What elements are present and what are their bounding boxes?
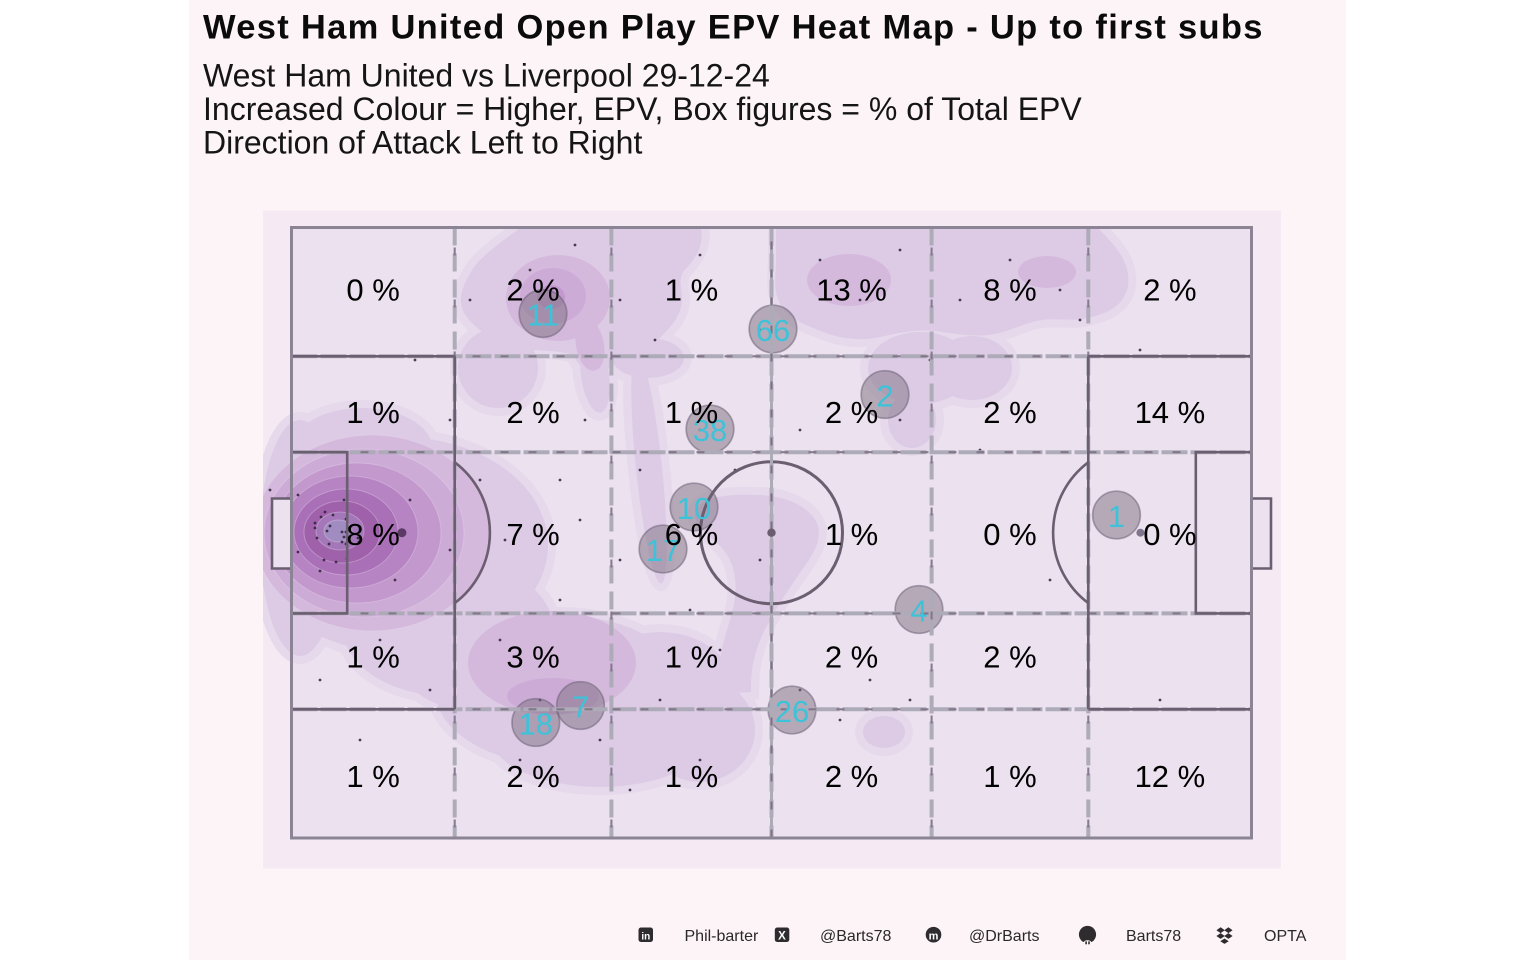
svg-text:1 %: 1 % [983, 759, 1036, 794]
svg-text:OPTA: OPTA [1264, 928, 1307, 945]
svg-text:2 %: 2 % [825, 640, 878, 675]
svg-text:13 %: 13 % [816, 273, 887, 308]
svg-text:1 %: 1 % [825, 517, 878, 552]
svg-text:2 %: 2 % [506, 273, 559, 308]
svg-text:14 %: 14 % [1135, 395, 1206, 430]
svg-text:7: 7 [572, 690, 589, 725]
svg-text:7 %: 7 % [506, 517, 559, 552]
svg-text:2: 2 [876, 379, 893, 414]
svg-text:38: 38 [693, 413, 727, 448]
svg-text:8 %: 8 % [983, 273, 1036, 308]
svg-text:0 %: 0 % [346, 273, 399, 308]
svg-text:1 %: 1 % [665, 395, 718, 430]
svg-text:12 %: 12 % [1135, 759, 1206, 794]
svg-text:1 %: 1 % [665, 640, 718, 675]
svg-text:11: 11 [527, 298, 559, 333]
svg-text:1: 1 [1108, 499, 1125, 534]
svg-text:2 %: 2 % [983, 640, 1036, 675]
svg-text:X: X [778, 930, 786, 942]
svg-text:2 %: 2 % [825, 395, 878, 430]
svg-text:0 %: 0 % [1143, 517, 1196, 552]
svg-text:1 %: 1 % [665, 759, 718, 794]
svg-text:2 %: 2 % [825, 759, 878, 794]
svg-text:@Barts78: @Barts78 [820, 928, 891, 945]
svg-text:1 %: 1 % [665, 273, 718, 308]
svg-text:Phil-barter: Phil-barter [685, 928, 759, 945]
svg-text:2 %: 2 % [506, 395, 559, 430]
svg-text:18: 18 [519, 707, 553, 742]
svg-text:26: 26 [775, 694, 809, 729]
svg-text:2 %: 2 % [983, 395, 1036, 430]
svg-text:m: m [929, 930, 939, 942]
svg-text:2 %: 2 % [1143, 273, 1196, 308]
svg-text:1 %: 1 % [346, 640, 399, 675]
svg-text:Increased Colour = Higher, EPV: Increased Colour = Higher, EPV, Box figu… [203, 91, 1082, 127]
svg-text:8 %: 8 % [346, 517, 399, 552]
svg-text:1 %: 1 % [346, 759, 399, 794]
svg-text:10: 10 [677, 491, 711, 526]
svg-text:4: 4 [910, 594, 927, 629]
svg-text:0 %: 0 % [983, 517, 1036, 552]
svg-text:Barts78: Barts78 [1126, 928, 1181, 945]
svg-text:2 %: 2 % [506, 759, 559, 794]
svg-text:3 %: 3 % [506, 640, 559, 675]
svg-text:66: 66 [756, 313, 790, 348]
svg-text:West Ham United vs Liverpool 2: West Ham United vs Liverpool 29-12-24 [203, 58, 770, 94]
svg-text:Direction of Attack Left to Ri: Direction of Attack Left to Right [203, 125, 642, 161]
svg-text:West Ham United Open Play EPV: West Ham United Open Play EPV Heat Map -… [203, 9, 1264, 47]
svg-text:in: in [641, 932, 650, 943]
svg-text:@DrBarts: @DrBarts [969, 928, 1039, 945]
svg-text:17: 17 [646, 533, 680, 568]
svg-text:1 %: 1 % [346, 395, 399, 430]
svg-text:6 %: 6 % [665, 517, 718, 552]
